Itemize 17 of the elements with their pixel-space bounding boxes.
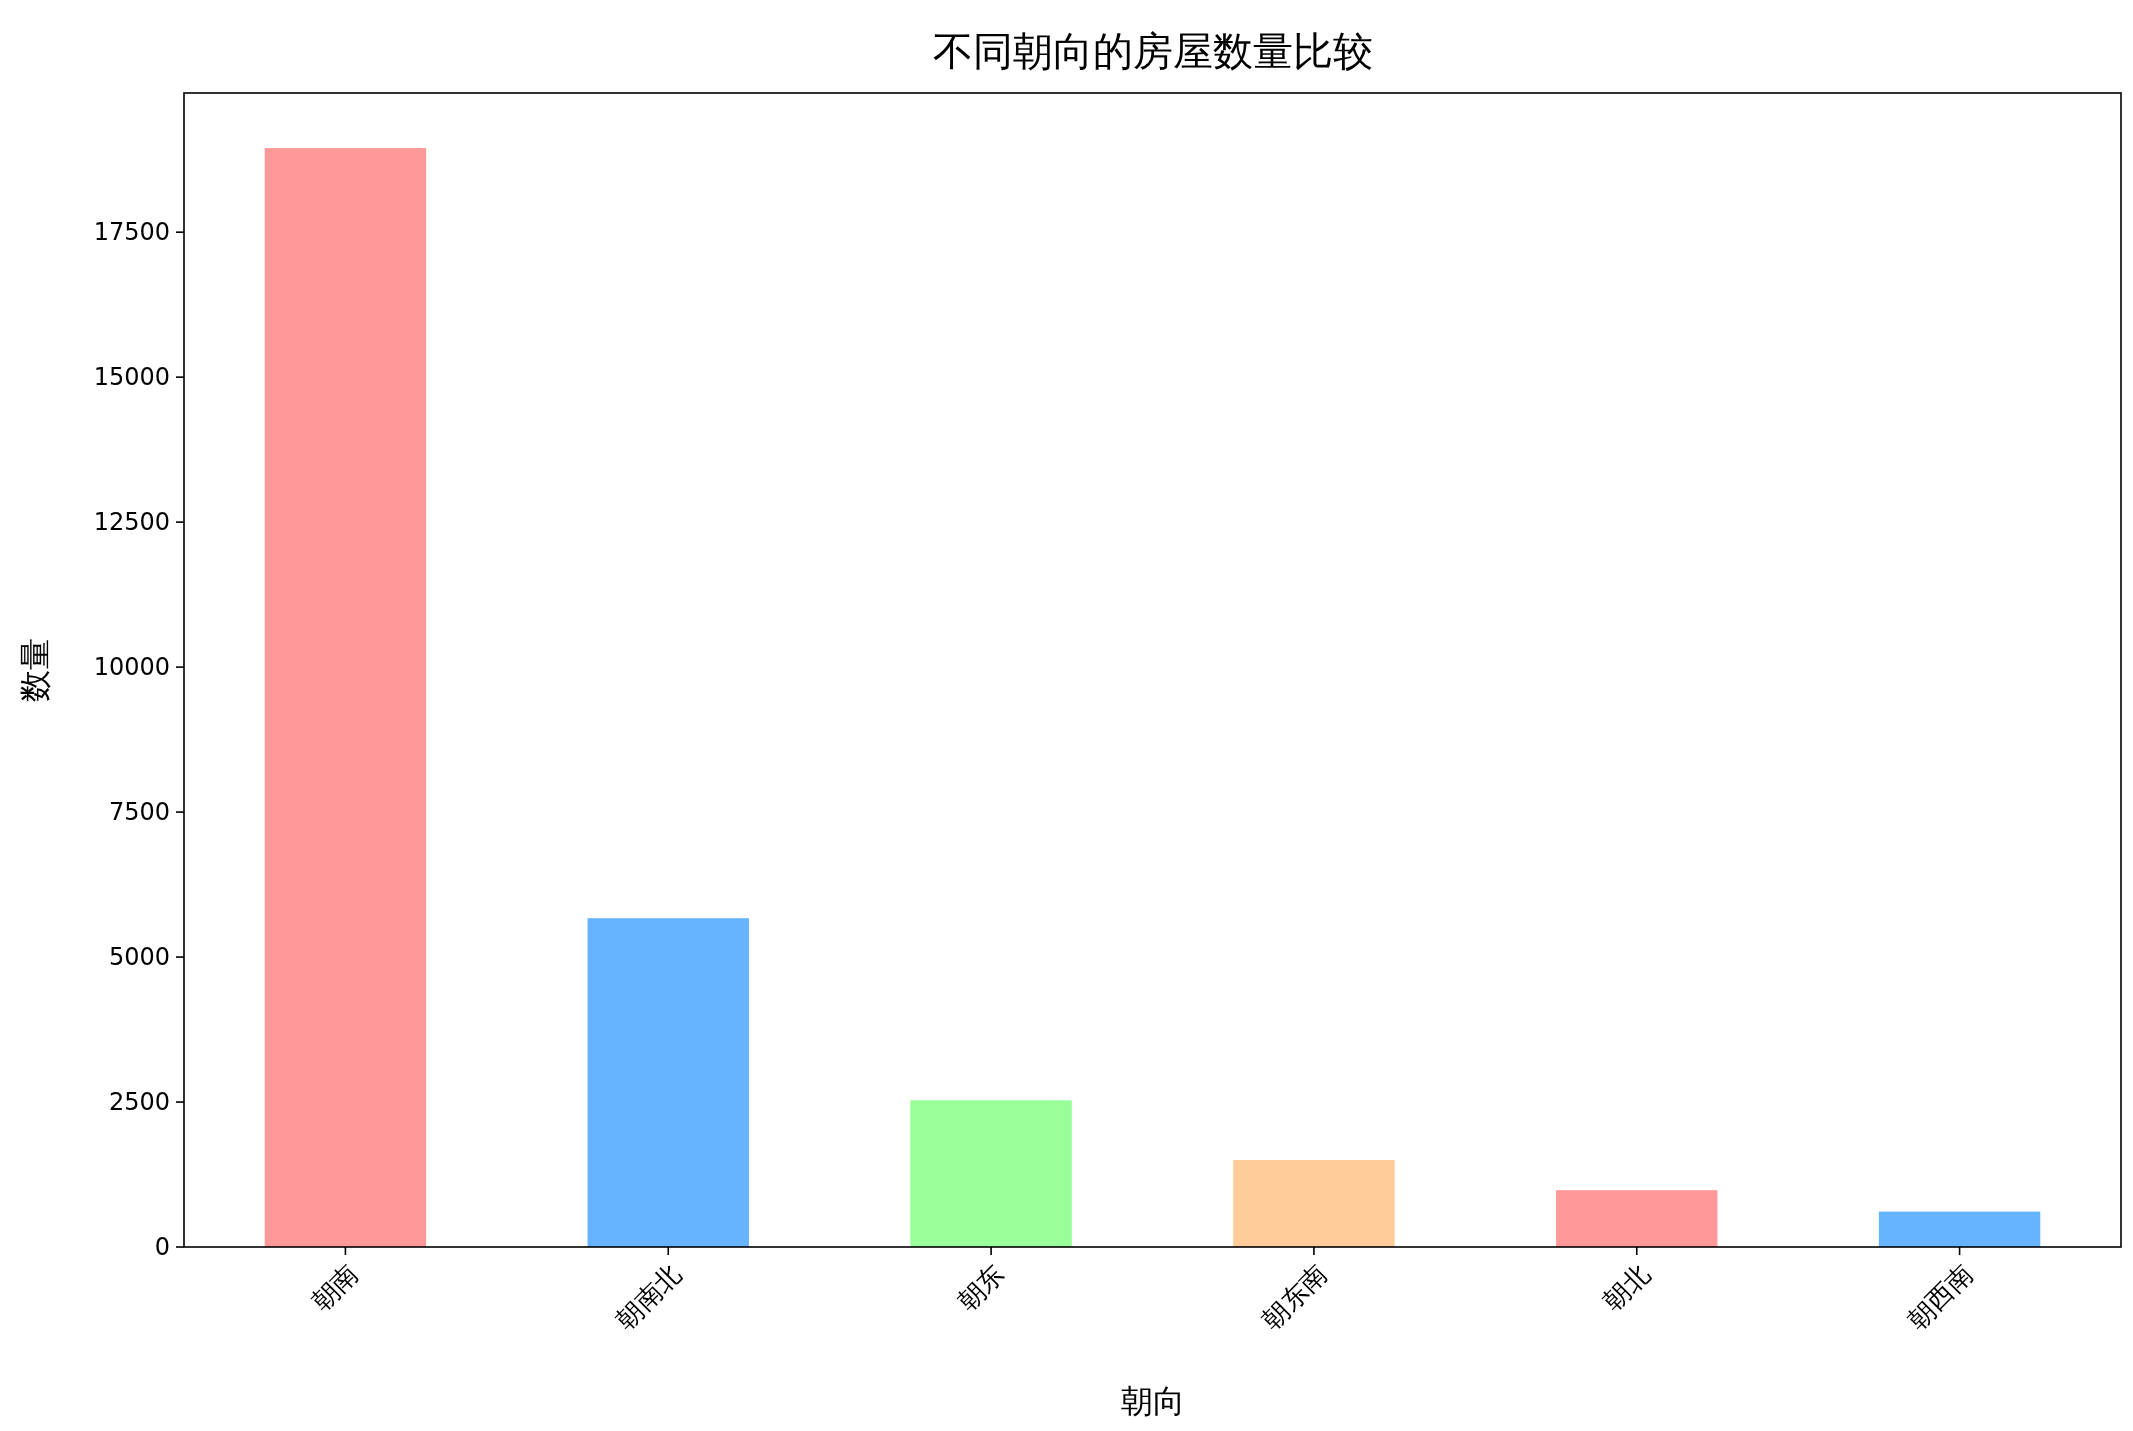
y-tick-label: 17500 (93, 218, 170, 247)
y-tick-label: 2500 (108, 1088, 170, 1117)
y-tick-label: 7500 (108, 798, 170, 827)
y-axis-title: 数量 (16, 638, 54, 702)
y-tick-label: 5000 (108, 943, 170, 972)
y-tick-label: 10000 (93, 653, 170, 682)
chart-title: 不同朝向的房屋数量比较 (932, 28, 1373, 74)
x-tick-label: 朝南北 (610, 1258, 687, 1335)
x-tick-label: 朝东 (951, 1258, 1010, 1317)
x-axis-title: 朝向 (1120, 1382, 1185, 1420)
y-tick-label: 12500 (93, 508, 170, 537)
x-tick-label: 朝东南 (1256, 1258, 1333, 1335)
y-tick-label: 15000 (93, 363, 170, 392)
y-tick-label: 0 (154, 1233, 170, 1261)
x-tick-label: 朝西南 (1901, 1258, 1979, 1335)
x-tick-label: 朝南 (306, 1258, 365, 1317)
x-tick-label: 朝北 (1597, 1258, 1656, 1317)
